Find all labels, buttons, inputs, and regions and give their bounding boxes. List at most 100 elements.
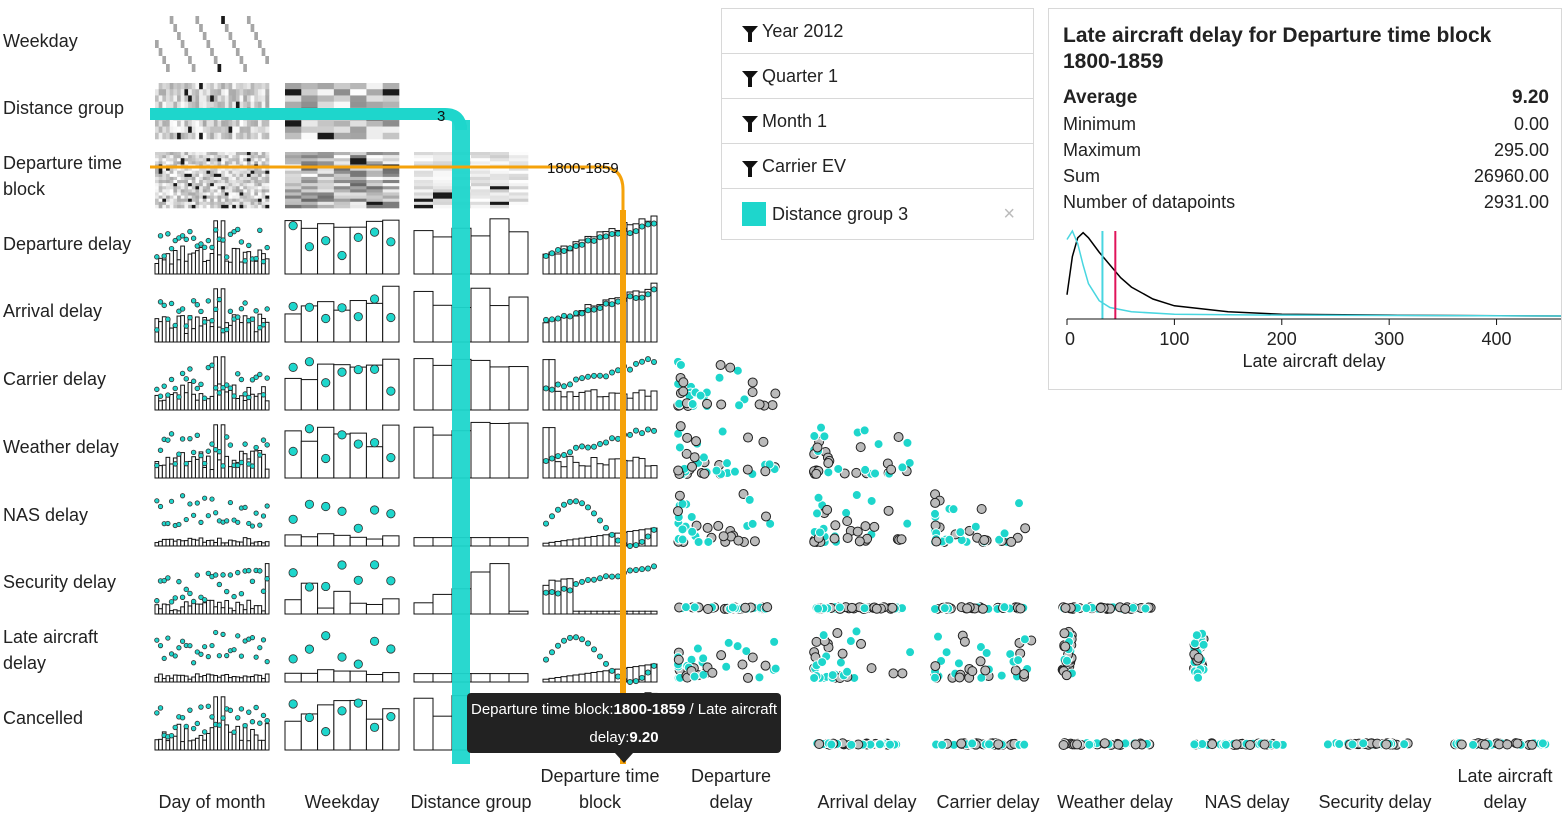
close-icon[interactable]: × — [1003, 202, 1015, 225]
heatmap-cell — [224, 24, 229, 32]
data-point — [1479, 739, 1490, 750]
data-point — [955, 527, 966, 538]
heatmap-cell — [213, 189, 218, 193]
heatmap-cell — [366, 132, 384, 140]
bar-group — [154, 424, 270, 479]
heatmap-cell — [433, 158, 453, 162]
heatmap-cell — [257, 186, 262, 190]
data-point — [555, 315, 562, 322]
heatmap-cell — [317, 201, 335, 206]
scatter-cell — [1189, 628, 1209, 683]
heatmap-cell — [199, 176, 204, 181]
heatmap-cell — [195, 83, 200, 90]
bar — [198, 734, 204, 751]
heatmap-cell — [414, 161, 434, 165]
heatmap-cell — [317, 167, 335, 171]
data-point — [1019, 634, 1030, 645]
bar — [158, 540, 163, 547]
scatter-cell — [1450, 738, 1551, 751]
heatmap-cell — [433, 170, 453, 175]
heatmap-cell — [199, 95, 204, 102]
bar — [584, 465, 592, 479]
heatmap-cell — [202, 32, 207, 40]
heatmap-cell — [433, 186, 453, 190]
filter-item[interactable]: Quarter 1 — [721, 53, 1034, 98]
heatmap-cell — [199, 204, 204, 209]
heatmap-cell — [155, 180, 159, 184]
data-point — [353, 312, 363, 322]
data-point — [627, 230, 634, 237]
data-point — [321, 581, 331, 592]
bar — [172, 674, 178, 683]
data-point — [216, 653, 222, 659]
heatmap-cell — [213, 170, 218, 175]
heatmap-cell — [210, 89, 215, 96]
heatmap-cell — [250, 204, 255, 209]
bar — [183, 392, 189, 411]
heatmap-cell — [173, 183, 178, 187]
data-point — [209, 244, 215, 251]
heatmap-cell — [184, 155, 189, 159]
heatmap-cell — [191, 161, 196, 165]
data-point — [321, 453, 331, 464]
heatmap-cell — [254, 101, 259, 109]
bar — [644, 465, 652, 479]
heatmap-cell — [433, 155, 453, 159]
heatmap-cell — [265, 201, 270, 206]
heatmap-cell — [433, 173, 453, 178]
heatmap-cell — [188, 173, 193, 178]
bar-group — [154, 493, 270, 547]
filter-item[interactable]: Distance group 3 × — [721, 188, 1034, 240]
filter-item[interactable]: Carrier EV — [721, 143, 1034, 188]
data-point — [573, 243, 580, 250]
heatmap-cell — [158, 152, 163, 156]
heatmap-cell — [188, 176, 193, 181]
heatmap-cell — [210, 152, 215, 156]
data-point — [321, 631, 331, 641]
heatmap-cell — [206, 126, 211, 134]
data-point — [386, 312, 396, 323]
data-point — [264, 659, 270, 665]
bar — [158, 257, 163, 275]
heatmap-cell — [285, 167, 302, 171]
bar — [191, 739, 196, 751]
heatmap-cell — [195, 16, 200, 24]
heatmap-cell — [235, 152, 240, 156]
heatmap-cell — [243, 152, 248, 156]
heatmap-cell — [265, 132, 270, 140]
heatmap-cell — [173, 83, 178, 90]
heatmap-cell — [301, 170, 318, 175]
bar — [253, 734, 259, 751]
filter-item[interactable]: Month 1 — [721, 98, 1034, 143]
heatmap-cell — [184, 126, 189, 134]
heatmap-cell — [199, 170, 204, 175]
data-point — [172, 724, 178, 731]
bar — [165, 675, 171, 683]
heatmap-cell — [202, 176, 207, 181]
heatmap-cell — [195, 195, 200, 199]
data-point — [937, 739, 948, 750]
data-point — [213, 629, 219, 636]
heatmap-cell — [235, 176, 240, 181]
heatmap-cell — [261, 101, 266, 109]
bar — [560, 676, 568, 683]
heatmap-cell — [166, 167, 171, 171]
heatmap-cell — [199, 24, 203, 32]
data-point — [591, 237, 598, 244]
bar — [253, 605, 259, 615]
heatmap-cell — [162, 195, 167, 199]
heatmap-cell — [221, 120, 226, 127]
bar — [365, 538, 384, 547]
heatmap-cell — [166, 64, 170, 72]
heatmap-cell — [169, 189, 174, 193]
filter-item[interactable]: Year 2012 — [721, 8, 1034, 53]
data-point — [205, 237, 212, 244]
data-point — [639, 430, 646, 437]
data-point — [651, 563, 658, 570]
data-point — [187, 314, 193, 321]
data-point — [893, 432, 904, 443]
heatmap-cell — [490, 192, 510, 196]
heatmap-cell — [317, 183, 335, 187]
bar — [508, 296, 529, 343]
bar — [566, 391, 574, 411]
